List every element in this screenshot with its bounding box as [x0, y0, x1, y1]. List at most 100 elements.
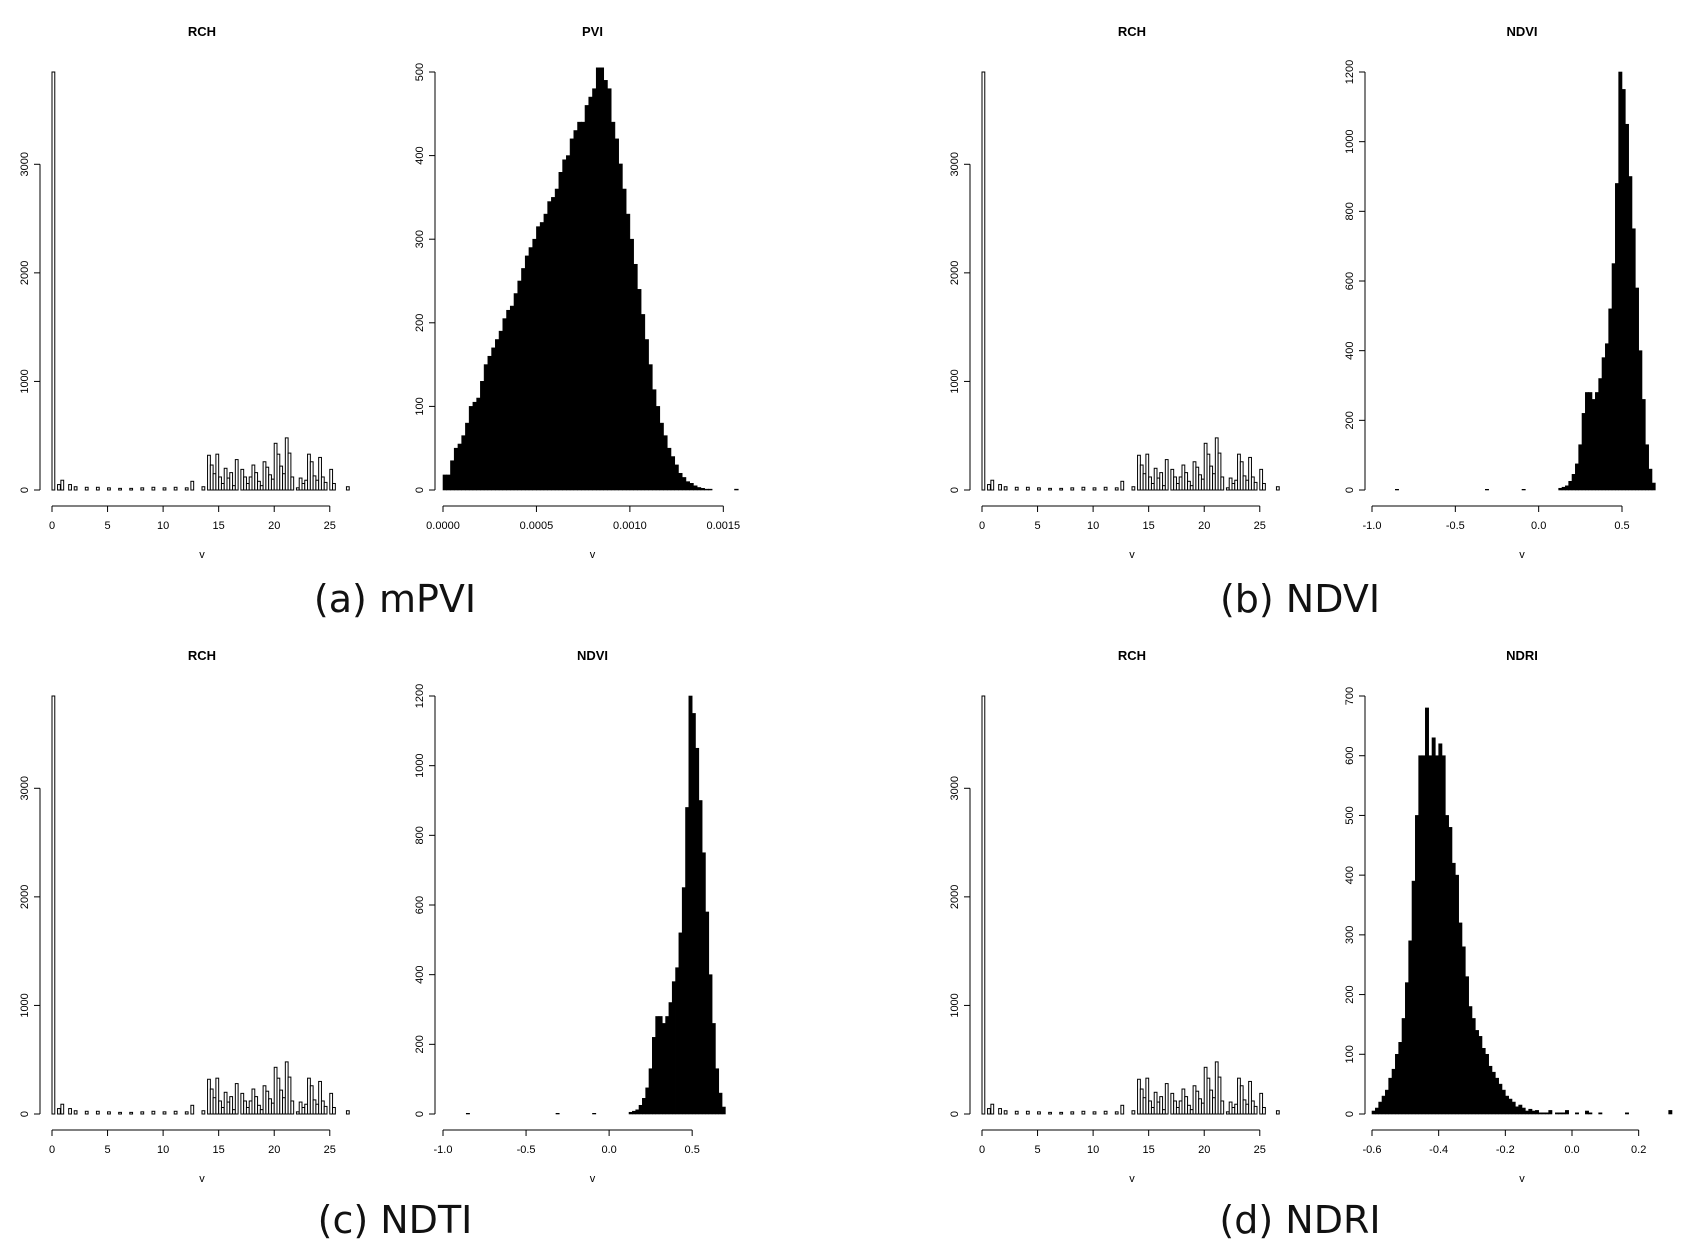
chart-8-bar: [1458, 922, 1463, 1115]
chart-1-bar: [287, 452, 292, 491]
chart-3-bar: [981, 71, 986, 491]
chart-5-bar: [323, 1105, 328, 1115]
chart-8-bar: [1525, 1110, 1529, 1115]
chart-4-x-axis: -1.0 -0.5 0.0 0.5: [1363, 505, 1630, 532]
chart-2-bar: [573, 130, 578, 491]
chart-7-bar: [1131, 1110, 1136, 1115]
chart-7-x-tick-label: 25: [1254, 1144, 1266, 1156]
chart-4-bar: [1638, 350, 1643, 491]
chart-2-x-axis: 0.0000 0.0005 0.0010 0.0015: [426, 505, 740, 532]
chart-5-x-tick-label: 5: [104, 1144, 110, 1156]
chart-1-bar: [332, 482, 336, 491]
chart-7-bar: [1259, 1092, 1264, 1115]
chart-8-bar: [1431, 737, 1436, 1115]
chart-1-y-tick-label: 0: [19, 487, 31, 493]
chart-3-bar: [990, 479, 995, 491]
chart-2-bar: [483, 364, 489, 491]
chart-8-bar: [1521, 1107, 1526, 1115]
chart-2-y-tick-label: 0: [414, 487, 426, 493]
chart-1-y-axis: 0 1000 2000 3000: [19, 152, 41, 493]
chart-1-bar: [184, 487, 189, 491]
chart-6-bar: [628, 1111, 633, 1115]
chart-5-bar: [201, 1110, 206, 1115]
chart-8-bar: [1428, 755, 1433, 1115]
chart-2-y-tick-label: 100: [414, 397, 426, 415]
chart-6-y-tick-label: 400: [414, 965, 426, 983]
chart-7-bar: [1275, 1110, 1280, 1115]
chart-2-x-tick-label: 0.0010: [613, 520, 647, 532]
chart-4-bar: [1561, 486, 1566, 491]
chart-8-bar: [1441, 755, 1446, 1115]
chart-8-bar: [1435, 755, 1439, 1115]
chart-6-bar: [718, 1092, 723, 1115]
chart-3-bar: [1275, 486, 1280, 491]
chart-1-bar: [190, 480, 195, 491]
chart-2-bar: [491, 347, 496, 491]
chart-2-bar: [539, 222, 545, 491]
chart-4-y-axis: 0 200 400 600 800 1000 1200: [1344, 60, 1366, 493]
chart-8-title: NDRI: [1506, 648, 1538, 663]
chart-4-bar: [1588, 392, 1593, 491]
chart-3-bar: [1262, 482, 1266, 491]
chart-2-bar: [693, 485, 698, 491]
chart-2-bar: [603, 80, 608, 491]
chart-1-bar: [345, 486, 350, 491]
chart-2-bar: [566, 155, 571, 491]
chart-8-bar: [1385, 1089, 1389, 1115]
chart-8-bar: [1515, 1106, 1519, 1115]
chart-3-bar: [1081, 486, 1086, 491]
chart-7-bar: [1145, 1077, 1150, 1115]
chart-2-bar: [536, 226, 541, 491]
chart-8-bar: [1391, 1068, 1396, 1115]
chart-2-bar: [495, 339, 500, 491]
chart-6-bar: [685, 807, 690, 1115]
chart-6-bar: [701, 852, 706, 1115]
chart-8-bar: [1585, 1110, 1589, 1115]
chart-7-bar: [998, 1108, 1002, 1115]
chart-4-bar: [1395, 488, 1399, 491]
chart-2-bar: [595, 67, 601, 491]
chart-4-bar: [1578, 444, 1583, 491]
chart-5-bar: [129, 1111, 134, 1115]
chart-6-bar: [665, 1016, 670, 1115]
chart-1-bar: [162, 487, 167, 491]
chart-8-bar: [1555, 1112, 1559, 1115]
chart-6-y-tick-label: 800: [414, 826, 426, 844]
chart-7-bar: [1037, 1111, 1041, 1115]
chart-5-x-tick-label: 10: [157, 1144, 169, 1156]
chart-2-bar: [509, 305, 515, 491]
chart-3-bar: [987, 484, 991, 491]
chart-4-bar: [1558, 487, 1563, 491]
chart-8-bar: [1455, 874, 1459, 1115]
chart-7-bar: [1114, 1111, 1119, 1115]
chart-2-bar: [532, 238, 537, 491]
chart-2-bar: [569, 138, 575, 491]
chart-2-bar: [655, 406, 661, 491]
chart-4-bar: [1615, 183, 1619, 491]
chart-5-bar: [151, 1110, 156, 1115]
chart-8-bar: [1565, 1110, 1569, 1115]
chart-5-x-label: v: [199, 1173, 205, 1185]
chart-5-bar: [95, 1110, 100, 1115]
chart-1-bar: [234, 459, 239, 491]
chart-2-bar: [640, 314, 646, 491]
chart-7-bar: [981, 695, 986, 1115]
chart-4-y-tick-label: 0: [1344, 487, 1356, 493]
chart-2-bar: [633, 263, 638, 491]
chart-6-x-tick-label: -1.0: [434, 1144, 453, 1156]
chart-6-bar: [678, 932, 683, 1115]
chart-6-bar: [681, 887, 686, 1115]
chart-2-bar: [674, 464, 679, 491]
chart-3-bar: [1003, 486, 1008, 491]
chart-2-bar: [450, 460, 455, 491]
chart-7-bar: [1092, 1111, 1097, 1115]
chart-5-bar: [51, 695, 56, 1115]
chart-2-bar: [708, 488, 713, 491]
caption-c: (c) NDTI: [317, 1198, 473, 1242]
chart-1-bar: [84, 486, 89, 491]
chart-2-bar: [513, 293, 519, 491]
chart-7-bar: [1248, 1080, 1252, 1115]
chart-2-bar: [498, 330, 504, 491]
chart-7-bar: [1103, 1110, 1108, 1115]
chart-4-bar: [1651, 482, 1656, 491]
